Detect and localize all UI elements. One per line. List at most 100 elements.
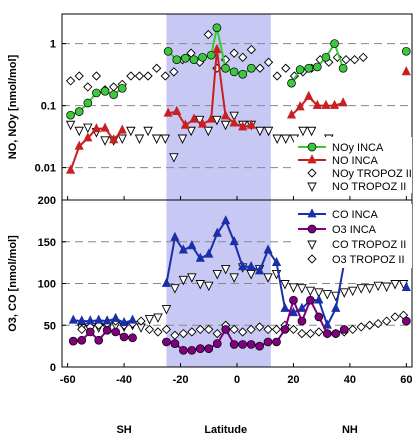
legend-label: NO INCA: [332, 155, 379, 167]
bottom-y-tick-label: 200: [38, 195, 56, 207]
point-noy-inca: [198, 52, 207, 62]
point-co-inca: [314, 294, 324, 304]
point-o3-inca: [314, 312, 324, 322]
region-label-sh: SH: [116, 424, 131, 434]
point-noy-inca: [189, 55, 199, 65]
point-co-tropoz-ii: [220, 265, 231, 275]
point-o3-tropoz-ii: [229, 324, 239, 335]
point-co-tropoz-ii: [390, 280, 400, 290]
point-no-inca: [212, 43, 222, 53]
bottom-y-tick-label: 50: [44, 320, 56, 332]
legend-entry-no-inca: NO INCA: [298, 154, 379, 167]
x-tick-label: 20: [287, 374, 299, 386]
point-o3-tropoz-ii: [373, 318, 383, 329]
point-co-tropoz-ii: [356, 284, 366, 294]
legend-marker: [307, 168, 317, 178]
legend-marker: [307, 208, 317, 218]
point-noy-inca: [295, 65, 305, 74]
point-o3-tropoz-ii: [195, 324, 205, 335]
point-noy-tropoz-ii: [134, 71, 145, 81]
point-no-tropoz-ii: [65, 120, 76, 131]
series-o3-inca: [68, 295, 411, 355]
point-co-tropoz-ii: [161, 305, 172, 315]
point-co-inca: [94, 314, 104, 324]
point-noy-tropoz-ii: [246, 44, 256, 55]
bottom-y-ticks: 0 50 100 150 200: [38, 195, 66, 374]
point-no-tropoz-ii: [281, 134, 291, 145]
point-o3-inca: [280, 325, 290, 334]
point-o3-inca: [102, 325, 112, 335]
point-noy-inca: [206, 50, 216, 60]
point-o3-tropoz-ii: [288, 324, 299, 335]
point-noy-tropoz-ii: [358, 52, 368, 62]
point-o3-inca: [195, 344, 205, 353]
point-co-inca: [102, 315, 112, 325]
point-co-inca: [271, 256, 282, 266]
point-no-inca: [206, 113, 216, 123]
point-no-tropoz-ii: [255, 126, 265, 137]
point-no-inca: [246, 119, 256, 129]
point-co-inca: [170, 231, 180, 241]
point-no-inca: [312, 99, 322, 109]
point-no-tropoz-ii: [306, 126, 317, 137]
bottom-y-tick-label: 150: [38, 237, 56, 249]
point-noy-tropoz-ii: [126, 71, 136, 81]
point-no-tropoz-ii: [169, 153, 179, 163]
point-o3-tropoz-ii: [390, 312, 400, 322]
point-no-tropoz-ii: [151, 134, 162, 145]
point-co-inca: [280, 302, 290, 312]
point-o3-tropoz-ii: [238, 327, 248, 337]
point-noy-inca: [100, 86, 110, 96]
point-no-inca: [229, 117, 239, 127]
point-no-tropoz-ii: [117, 134, 127, 145]
point-no-inca: [220, 110, 231, 120]
point-o3-tropoz-ii: [144, 324, 155, 335]
point-o3-inca: [128, 333, 137, 343]
top-y-tick-label: 0.1: [41, 101, 56, 113]
point-no-tropoz-ii: [212, 115, 222, 126]
legend-entry-o3-tropoz-ii: O3 TROPOZ II: [307, 254, 405, 266]
point-no-inca: [321, 99, 331, 109]
point-noy-inca: [246, 63, 256, 73]
point-co-tropoz-ii: [373, 281, 383, 292]
point-co-inca: [322, 319, 332, 329]
point-noy-inca: [66, 110, 75, 120]
point-no-inca: [401, 66, 411, 76]
point-co-inca: [401, 281, 411, 292]
point-co-inca: [297, 302, 307, 312]
x-tick-label: -60: [60, 374, 76, 386]
point-co-tropoz-ii: [153, 313, 163, 323]
point-noy-inca: [338, 63, 348, 73]
point-co-inca: [229, 235, 239, 246]
point-noy-tropoz-ii: [83, 82, 93, 92]
point-o3-tropoz-ii: [246, 324, 256, 335]
point-noy-tropoz-ii: [272, 71, 282, 81]
region-label-nh: NH: [342, 424, 358, 434]
point-no-inca: [66, 164, 76, 174]
point-o3-tropoz-ii: [348, 324, 358, 335]
point-noy-inca: [330, 39, 339, 48]
point-o3-tropoz-ii: [356, 322, 366, 332]
legend-entry-no-tropoz-ii: NO TROPOZ II: [307, 181, 406, 193]
legend-entry-co-inca: CO INCA: [298, 208, 379, 221]
point-no-tropoz-ii: [186, 126, 196, 137]
point-noy-tropoz-ii: [169, 67, 179, 77]
top-y-tick-label: 0.01: [35, 163, 56, 175]
point-co-tropoz-ii: [322, 290, 333, 300]
legend-marker: [307, 254, 317, 264]
point-o3-tropoz-ii: [297, 328, 307, 339]
point-no-tropoz-ii: [272, 134, 282, 145]
point-o3-inca: [322, 329, 332, 338]
legend-label: O3 INCA: [332, 224, 377, 236]
point-no-inca: [91, 123, 101, 133]
point-no-tropoz-ii: [263, 126, 274, 137]
point-co-inca: [119, 316, 129, 327]
point-co-tropoz-ii: [263, 273, 273, 283]
legend-marker: [307, 154, 317, 164]
bottom-x-ticks: -60 -40 -20 0 20 40 60: [60, 196, 412, 386]
point-no-inca: [180, 119, 190, 129]
point-noy-inca: [221, 63, 230, 73]
point-no-inca: [117, 124, 127, 134]
point-o3-tropoz-ii: [305, 328, 316, 339]
bottom-legend: CO INCA O3 INCA CO TROPOZ II O3 TROPOZ II: [294, 204, 412, 268]
